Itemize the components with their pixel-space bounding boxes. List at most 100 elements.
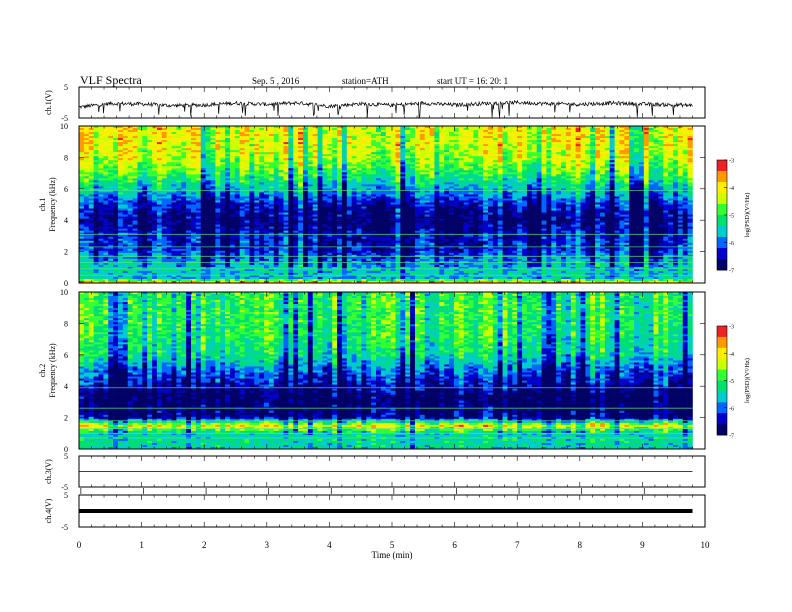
spectrogram-cell [229, 164, 236, 167]
spectrogram-cell [341, 178, 348, 181]
spectrogram-cell [682, 188, 688, 191]
spectrogram-cell [483, 148, 489, 151]
spectrogram-cell [673, 150, 679, 153]
spectrogram-cell [234, 140, 240, 143]
spectrogram-cell [439, 184, 445, 187]
spectrogram-cell [220, 156, 226, 159]
spectrogram-cell [575, 138, 581, 141]
spectrogram-cell [137, 158, 143, 161]
spectrogram-cell [83, 194, 90, 197]
spectrogram-cell [546, 176, 552, 179]
spectrogram-cell [337, 200, 343, 203]
spectrogram-cell [200, 160, 206, 163]
spectrogram-cell [346, 126, 352, 129]
spectrogram-cell [419, 150, 425, 153]
spectrogram-cell [166, 148, 172, 151]
spectrogram-cell [546, 130, 552, 133]
spectrogram-cell [302, 140, 309, 143]
spectrogram-cell [205, 138, 211, 141]
spectrogram-cell [531, 176, 537, 179]
spectrogram-cell [444, 164, 450, 167]
spectrogram-cell [83, 156, 90, 159]
spectrogram-cell [259, 190, 265, 193]
spectrogram-cell [317, 128, 323, 131]
spectrogram-cell [614, 146, 620, 149]
spectrogram-cell [356, 140, 362, 143]
spectrogram-cell [453, 200, 460, 203]
spectrogram-cell [638, 158, 645, 161]
spectrogram-cell [604, 194, 611, 197]
spectrogram-cell [200, 134, 206, 137]
spectrogram-cell [181, 132, 187, 135]
spectrogram-cell [380, 196, 387, 199]
spectrogram-cell [673, 186, 679, 189]
spectrogram-cell [614, 138, 620, 141]
spectrogram-cell [458, 138, 464, 141]
spectrogram-cell [614, 198, 620, 201]
spectrogram-cell [117, 168, 124, 171]
spectrogram-cell [103, 180, 109, 183]
spectrogram-cell [561, 170, 567, 173]
spectrogram-cell [668, 196, 674, 199]
spectrogram-cell [624, 128, 630, 131]
spectrogram-cell [181, 152, 187, 155]
spectrogram-cell [526, 138, 533, 141]
spectrogram-cell [458, 140, 464, 143]
spectrogram-cell [663, 190, 669, 193]
spectrogram-cell [317, 146, 323, 149]
spectrogram-cell [239, 136, 245, 139]
spectrogram-cell [522, 132, 528, 135]
spectrogram-cell [171, 194, 177, 197]
spectrogram-cell [366, 126, 372, 129]
spectrogram-cell [512, 184, 518, 187]
spectrogram-cell [624, 160, 630, 163]
spectrogram-cell [492, 138, 499, 141]
spectrogram-cell [215, 194, 221, 197]
spectrogram-cell [371, 162, 377, 165]
spectrogram-cell [108, 158, 114, 161]
spectrogram-cell [599, 128, 606, 131]
spectrogram-cell [220, 130, 226, 133]
spectrogram-cell [609, 140, 615, 143]
spectrogram-cell [517, 196, 523, 199]
spectrogram-cell [337, 178, 343, 181]
spectrogram-cell [492, 126, 499, 129]
spectrogram-cell [668, 132, 674, 135]
spectrogram-cell [264, 186, 270, 189]
spectrogram-cell [249, 164, 255, 167]
spectrogram-cell [419, 178, 425, 181]
spectrogram-cell [536, 176, 542, 179]
spectrogram-cell [302, 164, 309, 167]
spectrogram-cell [492, 136, 499, 139]
spectrogram-cell [522, 182, 528, 185]
spectrogram-cell [205, 164, 211, 167]
spectrogram-cell [590, 196, 596, 199]
spectrogram-cell [536, 162, 542, 165]
spectrogram-cell [575, 158, 581, 161]
spectrogram-cell [264, 176, 270, 179]
spectrogram-cell [327, 148, 333, 151]
spectrogram-cell [88, 150, 94, 153]
spectrogram-cell [83, 164, 90, 167]
spectrogram-cell [346, 194, 352, 197]
spectrogram-cell [356, 148, 362, 151]
spectrogram-cell [599, 194, 606, 197]
spectrogram-cell [531, 164, 537, 167]
spectrogram-cell [307, 146, 314, 149]
spectrogram-cell [195, 126, 202, 129]
spectrogram-cell [390, 136, 396, 139]
spectrogram-cell [565, 130, 572, 133]
spectrogram-cell [468, 198, 474, 201]
spectrogram-cell [254, 128, 260, 131]
spectrogram-cell [288, 136, 294, 139]
spectrogram-cell [575, 162, 581, 165]
spectrogram-cell [634, 136, 640, 139]
spectrogram-cell [161, 152, 167, 155]
spectrogram-cell [502, 146, 508, 149]
spectrogram-cell [682, 146, 688, 149]
spectrogram-cell [634, 156, 640, 159]
spectrogram-cell [619, 168, 625, 171]
spectrogram-cell [264, 182, 270, 185]
spectrogram-cell [502, 154, 508, 157]
spectrogram-cell [147, 168, 153, 171]
